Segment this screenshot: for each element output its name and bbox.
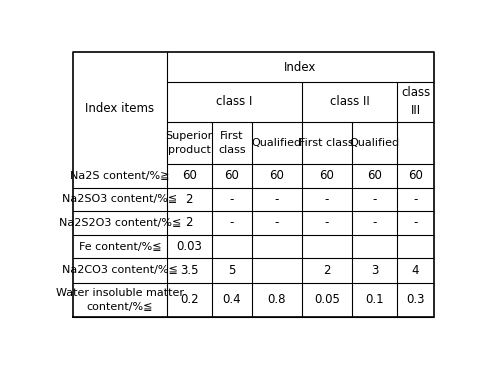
Text: 0.4: 0.4 (223, 294, 242, 306)
Text: 0.1: 0.1 (365, 294, 384, 306)
Text: 60: 60 (319, 169, 334, 182)
Text: 0.8: 0.8 (268, 294, 286, 306)
Text: -: - (325, 216, 329, 229)
Text: class I: class I (216, 95, 252, 108)
Text: -: - (230, 216, 234, 229)
Text: -: - (372, 193, 377, 206)
Text: Qualified: Qualified (252, 138, 302, 148)
Text: 2: 2 (186, 216, 193, 229)
Text: -: - (413, 193, 418, 206)
Text: 0.2: 0.2 (180, 294, 198, 306)
Text: First
class: First class (218, 131, 246, 155)
Text: -: - (275, 216, 279, 229)
Text: Na2CO3 content/%≦: Na2CO3 content/%≦ (62, 265, 178, 276)
Text: 0.3: 0.3 (406, 294, 425, 306)
Text: Na2S2O3 content/%≦: Na2S2O3 content/%≦ (59, 218, 181, 228)
Text: 60: 60 (182, 169, 197, 182)
Text: Water insoluble matter
content/%≦: Water insoluble matter content/%≦ (56, 288, 184, 312)
Text: Index items: Index items (86, 102, 154, 115)
Text: 60: 60 (225, 169, 240, 182)
Text: 5: 5 (228, 264, 236, 277)
Text: -: - (413, 216, 418, 229)
Text: 60: 60 (367, 169, 382, 182)
Text: 60: 60 (269, 169, 284, 182)
Text: Qualified: Qualified (349, 138, 399, 148)
Text: 3.5: 3.5 (180, 264, 198, 277)
Text: Index: Index (284, 61, 316, 74)
Text: First class: First class (299, 138, 354, 148)
Text: 2: 2 (186, 193, 193, 206)
Text: class
III: class III (401, 86, 430, 117)
Text: Na2SO3 content/%≦: Na2SO3 content/%≦ (62, 194, 178, 204)
Text: 60: 60 (408, 169, 423, 182)
Text: 0.05: 0.05 (314, 294, 340, 306)
Text: 0.03: 0.03 (176, 240, 202, 253)
Text: -: - (372, 216, 377, 229)
Text: 2: 2 (323, 264, 331, 277)
Text: 4: 4 (412, 264, 419, 277)
Text: class II: class II (330, 95, 369, 108)
Text: -: - (275, 193, 279, 206)
Text: Fe content/%≦: Fe content/%≦ (79, 242, 161, 251)
Text: Na2S content/%≧: Na2S content/%≧ (70, 171, 170, 181)
Text: Superior
product: Superior product (166, 131, 213, 155)
Text: -: - (325, 193, 329, 206)
Text: -: - (230, 193, 234, 206)
Text: 3: 3 (371, 264, 378, 277)
